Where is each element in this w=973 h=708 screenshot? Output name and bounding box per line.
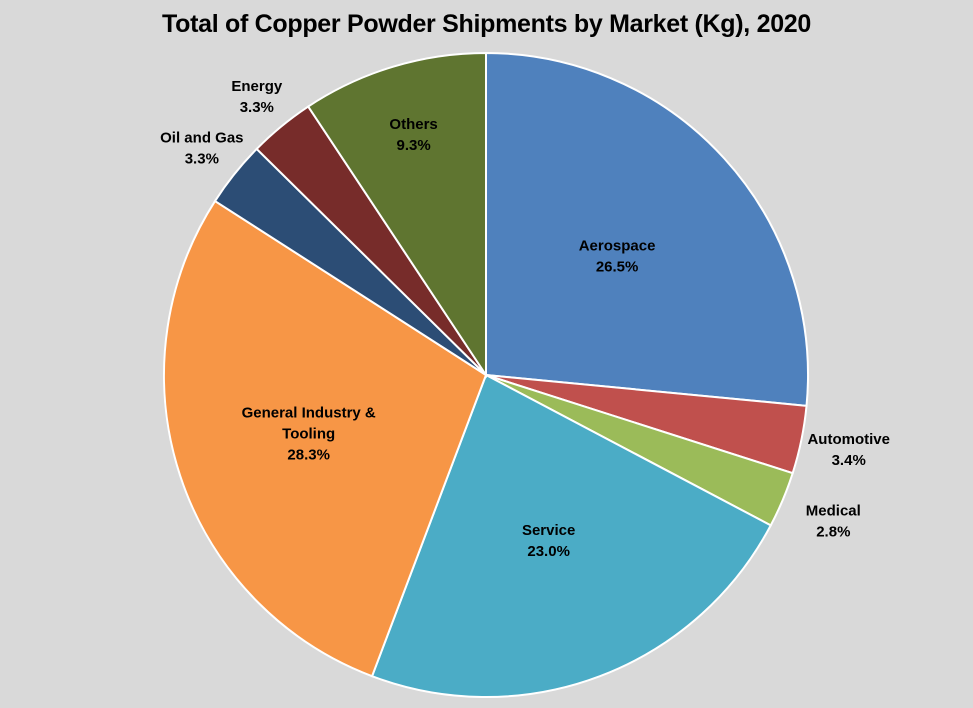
label-value-service: 23.0% [527, 543, 570, 560]
slice-others [306, 51, 487, 379]
label-aerospace: Aerospace 26.5% [579, 237, 656, 275]
label-automotive: Automotive 3.4% [807, 431, 890, 469]
label-value-oil-and-gas: 3.3% [185, 150, 219, 167]
label-name-medical: Medical [806, 502, 861, 519]
label-name-service: Service [522, 522, 575, 539]
label-value-others: 9.3% [396, 137, 430, 154]
label-value-energy: 3.3% [240, 99, 274, 116]
label-medical: Medical 2.8% [806, 502, 861, 540]
label-name-others: Others [389, 116, 437, 133]
slice-aerospace [485, 51, 809, 407]
label-value-automotive: 3.4% [832, 452, 866, 469]
label-value-general-industry-and-tooling: 28.3% [287, 447, 330, 464]
label-service: Service 23.0% [522, 522, 575, 560]
slice-general-industry-and-tooling [163, 199, 488, 678]
label-name-general-industry-and-tooling: Tooling [282, 426, 335, 443]
slice-service [370, 373, 773, 699]
chart-title: Total of Copper Powder Shipments by Mark… [161, 10, 812, 38]
label-value-medical: 2.8% [816, 523, 850, 540]
label-value-aerospace: 26.5% [596, 258, 639, 275]
label-name-automotive: Automotive [807, 431, 890, 448]
label-name-general-industry-and-tooling: General Industry & [242, 405, 376, 422]
label-energy: Energy 3.3% [231, 78, 283, 116]
label-others: Others 9.3% [389, 116, 437, 154]
label-name-aerospace: Aerospace [579, 237, 656, 254]
label-name-oil-and-gas: Oil and Gas [160, 129, 243, 146]
label-general-industry-and-tooling: General Industry & Tooling 28.3% [242, 405, 376, 464]
label-name-energy: Energy [231, 78, 283, 95]
label-oil-and-gas: Oil and Gas 3.3% [160, 129, 243, 167]
